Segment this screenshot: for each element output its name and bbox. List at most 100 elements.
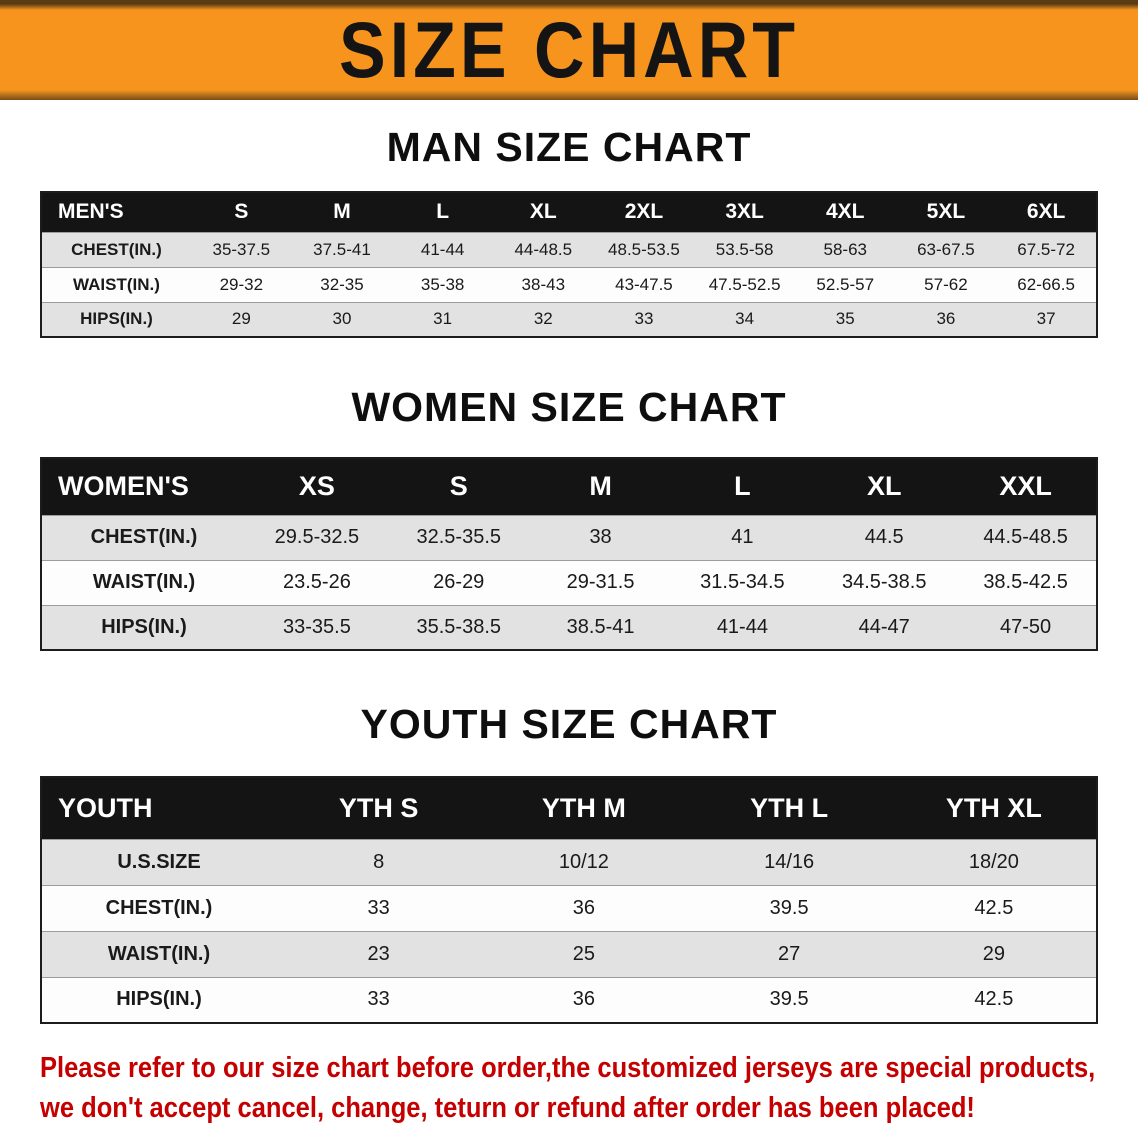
size-column-header: XL [492, 192, 594, 232]
row-label-cell: WAIST(IN.) [41, 266, 191, 302]
size-column-header: 4XL [794, 192, 896, 232]
size-column-header: 6XL [996, 192, 1097, 232]
table-title-cell: MEN'S [41, 192, 191, 232]
value-cell: 29-32 [191, 266, 292, 302]
value-cell: 57-62 [895, 266, 997, 302]
size-column-header: S [387, 458, 530, 515]
value-cell: 35.5-38.5 [387, 604, 530, 650]
size-column-header: 3XL [694, 192, 795, 232]
value-cell: 63-67.5 [895, 231, 997, 267]
value-cell: 25 [481, 930, 687, 977]
value-cell: 29 [191, 301, 292, 337]
value-cell: 35 [794, 301, 896, 337]
value-cell: 42.5 [891, 976, 1097, 1023]
row-label-cell: HIPS(IN.) [41, 976, 276, 1023]
table-header-row: WOMEN'S XS S M L XL XXL [41, 458, 1097, 515]
size-column-header: L [392, 192, 493, 232]
value-cell: 38.5-41 [529, 604, 672, 650]
men-size-section: MAN SIZE CHART MEN'S S M L XL 2XL 3XL 4XL 5XL 6XL… [0, 124, 1138, 338]
value-cell: 33 [276, 884, 482, 931]
value-cell: 48.5-53.5 [593, 231, 695, 267]
value-cell: 44.5 [813, 514, 956, 560]
size-column-header: L [671, 458, 814, 515]
value-cell: 37 [996, 301, 1097, 337]
value-cell: 39.5 [686, 884, 892, 931]
table-row: CHEST(IN.) 35-37.5 37.5-41 41-44 44-48.5 48.5… [41, 231, 1097, 267]
size-column-header: YTH S [276, 777, 482, 839]
table-row: WAIST(IN.) 29-32 32-35 35-38 38-43 43-47.5 47.… [41, 266, 1097, 302]
value-cell: 14/16 [686, 838, 892, 885]
row-label-cell: CHEST(IN.) [41, 231, 191, 267]
size-column-header: 2XL [593, 192, 695, 232]
disclaimer-line-1: Please refer to our size chart before or… [40, 1052, 1096, 1084]
value-cell: 31.5-34.5 [671, 559, 814, 605]
size-column-header: 5XL [895, 192, 997, 232]
size-chart-banner: SIZE CHART [0, 0, 1138, 100]
women-size-table: WOMEN'S XS S M L XL XXL CHEST(IN.) 29.5-32.5 32.5… [40, 457, 1098, 651]
value-cell: 67.5-72 [996, 231, 1097, 267]
youth-section-heading: YOUTH SIZE CHART [360, 701, 778, 747]
row-label-cell: CHEST(IN.) [41, 884, 276, 931]
value-cell: 33 [276, 976, 482, 1023]
disclaimer-note: Please refer to our size chart before or… [40, 1048, 1138, 1128]
value-cell: 10/12 [481, 838, 687, 885]
value-cell: 32.5-35.5 [387, 514, 530, 560]
table-row: HIPS(IN.) 33-35.5 35.5-38.5 38.5-41 41-44 44-… [41, 604, 1097, 650]
table-title-cell: WOMEN'S [41, 458, 246, 515]
youth-size-section: YOUTH SIZE CHART YOUTH YTH S YTH M YTH L YTH… [0, 701, 1138, 1024]
value-cell: 38.5-42.5 [955, 559, 1097, 605]
value-cell: 34.5-38.5 [813, 559, 956, 605]
table-title-cell: YOUTH [41, 777, 276, 839]
row-label-cell: HIPS(IN.) [41, 301, 191, 337]
value-cell: 23.5-26 [246, 559, 388, 605]
value-cell: 29.5-32.5 [246, 514, 388, 560]
value-cell: 53.5-58 [694, 231, 795, 267]
table-row: CHEST(IN.) 33 36 39.5 42.5 [41, 884, 1097, 931]
value-cell: 36 [481, 976, 687, 1023]
table-row: WAIST(IN.) 23 25 27 29 [41, 930, 1097, 977]
value-cell: 35-37.5 [191, 231, 292, 267]
value-cell: 44.5-48.5 [955, 514, 1097, 560]
men-section-heading: MAN SIZE CHART [386, 124, 752, 170]
value-cell: 36 [895, 301, 997, 337]
size-column-header: XS [246, 458, 388, 515]
size-column-header: YTH M [481, 777, 687, 839]
row-label-cell: CHEST(IN.) [41, 514, 246, 560]
value-cell: 36 [481, 884, 687, 931]
value-cell: 62-66.5 [996, 266, 1097, 302]
size-column-header: M [291, 192, 393, 232]
value-cell: 44-48.5 [492, 231, 594, 267]
size-column-header: XL [813, 458, 956, 515]
table-row: HIPS(IN.) 33 36 39.5 42.5 [41, 976, 1097, 1023]
youth-size-table: YOUTH YTH S YTH M YTH L YTH XL U.S.SIZE 8 10/12… [40, 776, 1098, 1024]
value-cell: 47-50 [955, 604, 1097, 650]
table-row: HIPS(IN.) 29 30 31 32 33 34 35 36 37 [41, 301, 1097, 337]
value-cell: 33-35.5 [246, 604, 388, 650]
value-cell: 35-38 [392, 266, 493, 302]
value-cell: 42.5 [891, 884, 1097, 931]
size-column-header: S [191, 192, 292, 232]
value-cell: 32-35 [291, 266, 393, 302]
value-cell: 18/20 [891, 838, 1097, 885]
value-cell: 58-63 [794, 231, 896, 267]
value-cell: 8 [276, 838, 482, 885]
value-cell: 41 [671, 514, 814, 560]
value-cell: 41-44 [392, 231, 493, 267]
size-column-header: M [529, 458, 672, 515]
women-size-section: WOMEN SIZE CHART WOMEN'S XS S M L XL XXL CHEST(… [0, 384, 1138, 651]
size-column-header: YTH L [686, 777, 892, 839]
value-cell: 52.5-57 [794, 266, 896, 302]
value-cell: 30 [291, 301, 393, 337]
row-label-cell: U.S.SIZE [41, 838, 276, 885]
value-cell: 41-44 [671, 604, 814, 650]
value-cell: 31 [392, 301, 493, 337]
size-column-header: XXL [955, 458, 1097, 515]
value-cell: 26-29 [387, 559, 530, 605]
size-column-header: YTH XL [891, 777, 1097, 839]
men-size-table: MEN'S S M L XL 2XL 3XL 4XL 5XL 6XL CHEST(IN.) 35-37… [40, 191, 1098, 338]
value-cell: 29-31.5 [529, 559, 672, 605]
table-row: U.S.SIZE 8 10/12 14/16 18/20 [41, 838, 1097, 885]
table-row: CHEST(IN.) 29.5-32.5 32.5-35.5 38 41 44.5 44.5… [41, 514, 1097, 560]
row-label-cell: WAIST(IN.) [41, 930, 276, 977]
table-header-row: MEN'S S M L XL 2XL 3XL 4XL 5XL 6XL [41, 192, 1097, 232]
